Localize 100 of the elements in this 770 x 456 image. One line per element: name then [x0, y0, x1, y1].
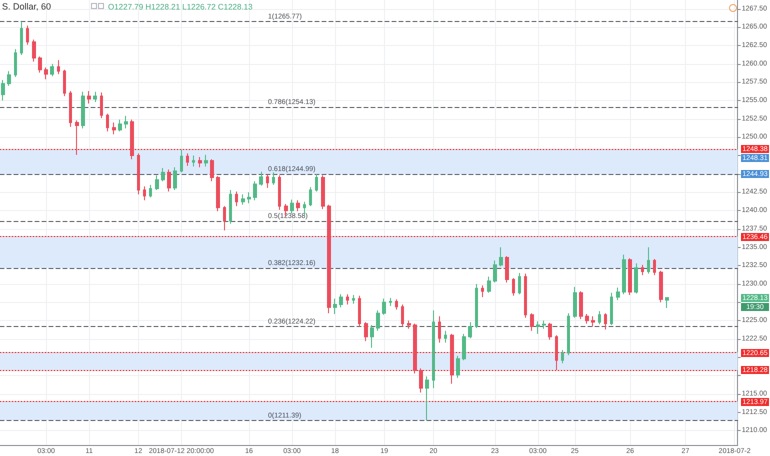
- candlestick: [475, 283, 478, 328]
- candlestick: [186, 152, 189, 166]
- candlestick: [610, 292, 613, 326]
- candlestick: [456, 355, 460, 378]
- candlestick: [167, 168, 171, 192]
- candlestick: [130, 119, 134, 160]
- candlestick: [253, 180, 257, 201]
- candlestick: [81, 91, 85, 129]
- candlestick: [352, 294, 355, 304]
- candlestick: [315, 173, 318, 192]
- candlestick: [524, 273, 527, 318]
- candlestick: [272, 172, 275, 186]
- candlestick: [364, 322, 368, 342]
- candlestick: [628, 258, 632, 296]
- candlestick: [665, 296, 669, 309]
- candlestick: [512, 278, 515, 296]
- candlestick: [370, 324, 374, 348]
- candlestick: [229, 190, 232, 224]
- candlestick: [180, 149, 183, 173]
- candlestick: [389, 297, 392, 306]
- candlestick: [75, 120, 79, 156]
- candlestick: [530, 312, 534, 332]
- candlestick: [7, 70, 11, 86]
- candlestick: [93, 91, 97, 102]
- candlestick: [241, 194, 245, 206]
- candlestick: [622, 254, 626, 295]
- candlestick: [106, 113, 109, 132]
- chart-subtitle: O1227.79 H1228.21 L1226.72 C1228.13: [108, 2, 254, 12]
- candlestick: [432, 310, 435, 389]
- candlestick: [555, 334, 558, 370]
- candlestick: [247, 192, 251, 204]
- candlestick: [579, 290, 583, 320]
- candlestick: [659, 270, 663, 303]
- candlestick: [57, 60, 60, 75]
- candlestick: [542, 320, 546, 330]
- candlestick: [376, 310, 380, 332]
- candlestick: [499, 246, 503, 267]
- candlestick: [26, 25, 29, 46]
- candlestick: [395, 298, 398, 310]
- candlestick: [382, 298, 386, 316]
- candlestick: [44, 67, 48, 80]
- candlestick: [358, 295, 361, 328]
- candlestick: [266, 174, 269, 188]
- candlestick: [259, 171, 263, 186]
- candlestick: [407, 320, 411, 330]
- candlestick: [309, 186, 312, 207]
- candlestick: [634, 262, 638, 294]
- candlestick: [536, 320, 540, 334]
- candlestick: [124, 115, 128, 129]
- candlestick: [481, 284, 484, 298]
- candlestick: [598, 310, 601, 325]
- candlestick: [327, 204, 331, 314]
- candlestick: [143, 186, 146, 201]
- candlestick: [137, 152, 140, 195]
- candlestick: [438, 316, 441, 344]
- candlestick: [118, 119, 122, 132]
- candlestick: [462, 333, 466, 361]
- candlestick: [38, 56, 42, 74]
- candlestick: [425, 376, 429, 421]
- candlestick: [505, 256, 509, 283]
- candlestick: [641, 264, 644, 276]
- candlestick: [290, 199, 294, 214]
- candlestick: [450, 333, 454, 384]
- candlestick: [223, 206, 226, 231]
- candlestick: [518, 272, 521, 295]
- candlestick: [401, 304, 404, 328]
- candlestick: [50, 63, 54, 77]
- candlestick: [548, 322, 552, 340]
- candlestick: [604, 312, 607, 330]
- candlestick: [647, 246, 650, 274]
- candlestick: [216, 176, 220, 212]
- candlestick: [161, 168, 165, 182]
- candlestick: [14, 48, 17, 78]
- candlestick: [210, 158, 214, 182]
- candlestick: [149, 184, 152, 198]
- candlestick: [413, 323, 417, 374]
- candlestick: [321, 174, 325, 210]
- chart-title: S. Dollar, 60: [2, 2, 52, 12]
- candlestick: [585, 314, 589, 324]
- candlestick: [63, 69, 66, 97]
- candlestick: [87, 90, 91, 104]
- candlestick: [653, 258, 656, 276]
- candlestick: [296, 200, 300, 212]
- candlestick: [278, 174, 281, 210]
- candlestick: [333, 298, 337, 315]
- candlestick: [419, 368, 423, 394]
- candlestick: [112, 122, 116, 135]
- candlestick: [561, 349, 564, 364]
- candlestick: [567, 312, 570, 356]
- candlestick: [573, 286, 577, 318]
- candlestick: [173, 166, 177, 191]
- candlestick: [468, 322, 472, 339]
- candlestick: [100, 92, 103, 119]
- candlestick: [192, 155, 195, 168]
- candlestick: [198, 156, 202, 168]
- candlestick: [616, 287, 620, 301]
- candlestick: [1, 79, 5, 102]
- candlestick: [20, 21, 23, 56]
- candlestick: [69, 90, 72, 128]
- candlestick: [155, 174, 159, 191]
